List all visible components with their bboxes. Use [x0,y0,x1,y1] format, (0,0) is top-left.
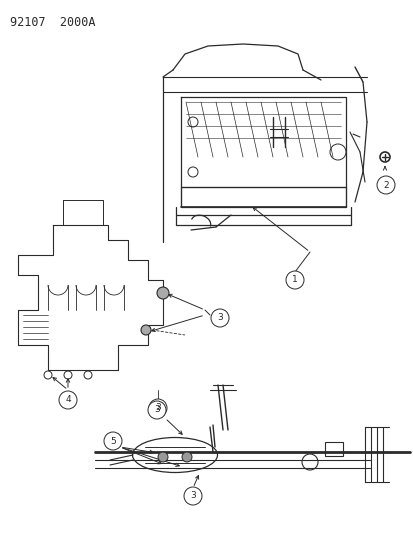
Circle shape [285,271,303,289]
Circle shape [147,401,166,419]
Text: 2: 2 [382,181,388,190]
Text: 3: 3 [155,403,161,413]
Text: 3: 3 [216,313,222,322]
Circle shape [149,399,166,417]
Text: 3: 3 [154,406,159,415]
Text: 4: 4 [65,395,71,405]
Circle shape [59,391,77,409]
Circle shape [157,287,169,299]
Text: 1: 1 [292,276,297,285]
Circle shape [182,452,192,462]
Bar [324,442,342,456]
Circle shape [183,487,202,505]
Circle shape [158,452,168,462]
Circle shape [104,432,122,450]
Circle shape [211,309,228,327]
Text: 3: 3 [190,491,195,500]
Circle shape [376,176,394,194]
Text: 5: 5 [110,437,116,446]
Circle shape [141,325,151,335]
Text: 92107  2000A: 92107 2000A [10,16,95,29]
